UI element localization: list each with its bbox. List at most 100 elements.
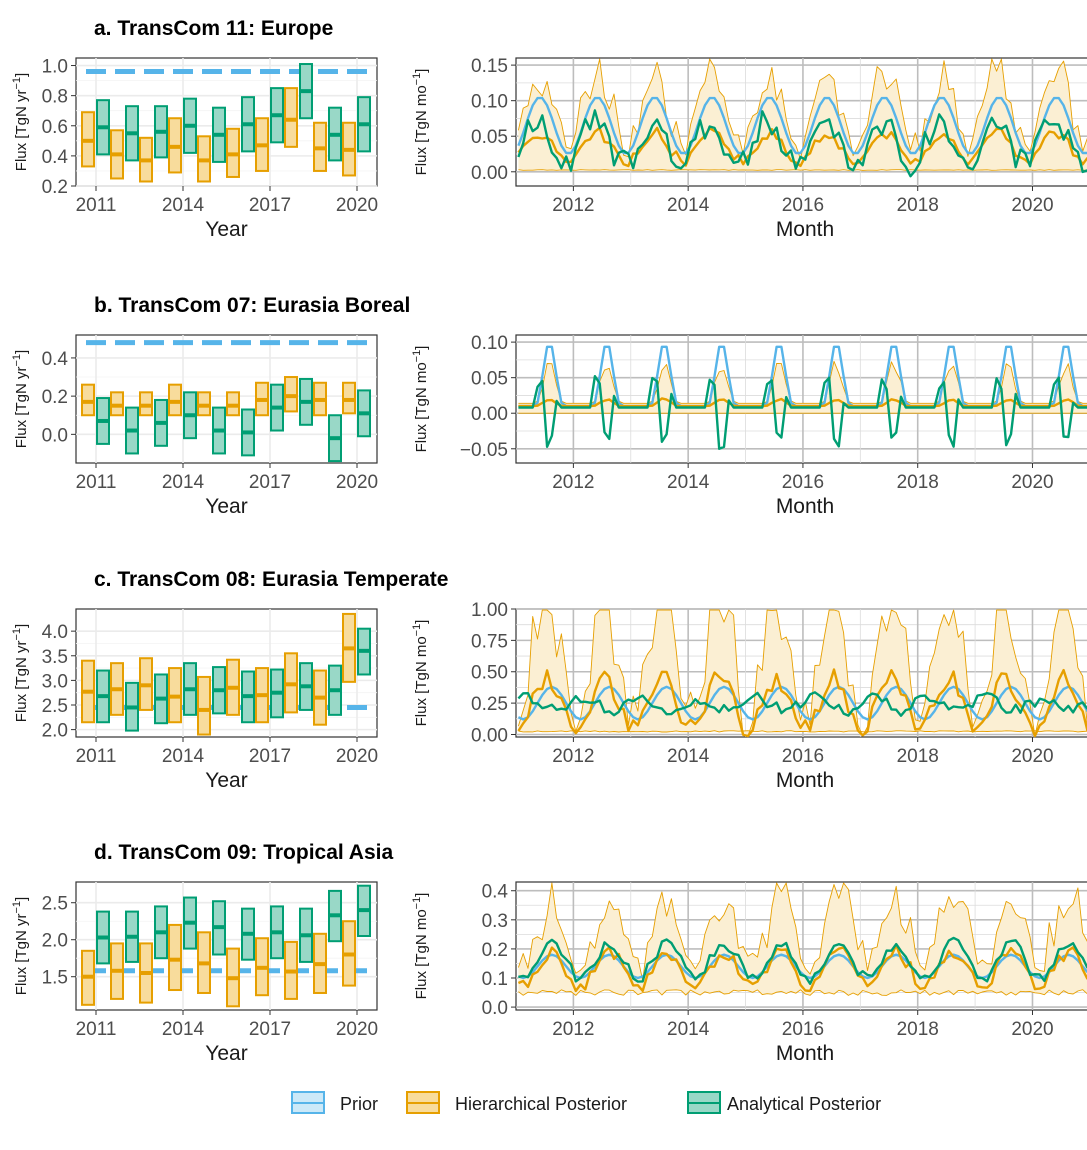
monthly-xtick-label: 2018 [897, 195, 939, 216]
annual-xtick-label: 2011 [76, 472, 117, 493]
annual-xtick-label: 2017 [249, 1019, 291, 1040]
annual-ytick-label: 0.6 [42, 117, 68, 138]
annual-plot: 0.0 0.2 0.4 2011 2014 2017 2020 Year Flux [TgN y… [11, 334, 378, 518]
hier-mean-line [517, 943, 1087, 993]
monthly-plot: 0.00 0.25 0.50 0.75 1.00 2012 2014 2016 2018 2020… [411, 600, 1087, 792]
annual-ytick-label: 0.4 [42, 147, 69, 168]
annual-plot: 0.2 0.4 0.6 0.8 1.0 2011 2014 2017 2020 Year Flux … [11, 57, 378, 241]
hier-interval-band [518, 59, 1087, 171]
hier-lower-line [518, 169, 1087, 171]
hier-mean-line [517, 668, 1087, 738]
anal-mean-line [517, 109, 1087, 178]
hier-interval-band [518, 883, 1087, 996]
monthly-ytick-label: 0.00 [471, 404, 508, 425]
annual-xtick-label: 2014 [162, 195, 205, 216]
anal-mean-line [518, 936, 1087, 985]
anal-mean-line [518, 375, 1087, 450]
annual-xtick-label: 2020 [336, 195, 378, 216]
monthly-y-axis-title: Flux [TgN mo−1] [411, 69, 430, 176]
monthly-ytick-label: 0.25 [471, 694, 508, 715]
hier-box [197, 675, 211, 736]
panel-c: c. TransCom 08: Eurasia Temperate 2.0 2.5 3… [11, 568, 1087, 792]
annual-y-axis-title: Flux [TgN yr−1] [11, 350, 30, 448]
monthly-ytick-label: 0.75 [471, 631, 508, 652]
monthly-ytick-label: 0.0 [482, 998, 508, 1019]
monthly-xtick-label: 2020 [1011, 746, 1053, 767]
annual-y-axis-title: Flux [TgN yr−1] [11, 624, 30, 722]
monthly-x-axis-title: Month [776, 218, 834, 241]
annual-ytick-label: 0.8 [42, 87, 68, 108]
monthly-xtick-label: 2012 [552, 1019, 594, 1040]
anal-mean-line [517, 691, 1087, 717]
annual-ytick-label: 2.0 [42, 721, 68, 742]
monthly-ytick-label: 0.10 [471, 92, 508, 113]
annual-xtick-label: 2020 [336, 1019, 378, 1040]
panel-title: d. TransCom 09: Tropical Asia [94, 841, 393, 864]
monthly-xtick-label: 2016 [782, 746, 824, 767]
annual-ytick-label: 0.0 [42, 425, 68, 446]
monthly-xtick-label: 2016 [782, 472, 824, 493]
monthly-y-axis-title: Flux [TgN mo−1] [411, 893, 430, 1000]
monthly-xtick-label: 2014 [667, 746, 710, 767]
monthly-xtick-label: 2020 [1011, 1019, 1053, 1040]
prior-line [517, 685, 1087, 721]
annual-ytick-label: 3.0 [42, 671, 68, 692]
annual-ytick-label: 0.4 [42, 349, 69, 370]
monthly-plot: −0.05 0.00 0.05 0.10 2012 2014 2016 2018 2020 Mon… [411, 333, 1087, 518]
annual-xtick-label: 2017 [249, 472, 291, 493]
monthly-ytick-label: 0.00 [471, 163, 508, 184]
monthly-xtick-label: 2012 [552, 472, 594, 493]
monthly-xtick-label: 2018 [897, 1019, 939, 1040]
monthly-plot: 0.0 0.1 0.2 0.3 0.4 2012 2014 2016 2018 2020 Month… [411, 881, 1087, 1065]
monthly-xtick-label: 2016 [782, 195, 824, 216]
annual-x-axis-title: Year [205, 495, 247, 518]
monthly-ytick-label: 0.00 [471, 725, 508, 746]
monthly-xtick-label: 2018 [897, 472, 939, 493]
monthly-y-axis-title: Flux [TgN mo−1] [411, 620, 430, 727]
panel-a: a. TransCom 11: Europe 0.2 0.4 0.6 0.8 1.0 201… [11, 17, 1087, 241]
hier-upper-line [517, 882, 1087, 982]
annual-plot: 2.0 2.5 3.0 3.5 4.0 2011 2014 2017 2020 Year Flux … [11, 608, 378, 792]
legend-label-hier: Hierarchical Posterior [455, 1094, 627, 1114]
monthly-xtick-label: 2012 [552, 195, 594, 216]
annual-x-axis-title: Year [205, 769, 247, 792]
monthly-x-axis-title: Month [776, 769, 834, 792]
annual-ytick-label: 2.5 [42, 696, 68, 717]
hier-mean-line [517, 126, 1087, 168]
annual-plot: 1.5 2.0 2.5 2011 2014 2017 2020 Year Flux [TgN y… [11, 881, 378, 1065]
legend-label-anal: Analytical Posterior [727, 1094, 881, 1114]
monthly-ytick-label: 1.00 [471, 600, 508, 621]
legend: Prior Hierarchical Posterior Analytical Po… [291, 1091, 881, 1114]
annual-xtick-label: 2014 [162, 1019, 205, 1040]
legend-label-prior: Prior [340, 1094, 378, 1114]
panel-b: b. TransCom 07: Eurasia Boreal 0.0 0.2 0.4 2… [11, 294, 1087, 518]
annual-ytick-label: 4.0 [42, 622, 68, 643]
monthly-ytick-label: 0.05 [471, 127, 508, 148]
monthly-x-axis-title: Month [776, 1042, 834, 1065]
annual-xtick-label: 2014 [162, 472, 205, 493]
panel-d: d. TransCom 09: Tropical Asia 1.5 2.0 2.5 20… [11, 841, 1087, 1065]
annual-x-axis-title: Year [205, 218, 247, 241]
monthly-x-axis-title: Month [776, 495, 834, 518]
monthly-ytick-label: 0.50 [471, 663, 508, 684]
monthly-ytick-label: 0.3 [482, 911, 508, 932]
monthly-xtick-label: 2020 [1011, 472, 1053, 493]
hier-box [168, 923, 182, 992]
monthly-ytick-label: 0.05 [471, 369, 508, 390]
hier-upper-line [517, 609, 1087, 737]
annual-ytick-label: 3.5 [42, 647, 68, 668]
annual-xtick-label: 2011 [76, 746, 117, 767]
annual-xtick-label: 2017 [249, 195, 291, 216]
annual-y-axis-title: Flux [TgN yr−1] [11, 897, 30, 995]
monthly-ytick-label: 0.15 [471, 56, 508, 77]
monthly-xtick-label: 2016 [782, 1019, 824, 1040]
monthly-ytick-label: 0.1 [482, 969, 508, 990]
annual-ytick-label: 2.0 [42, 931, 68, 952]
annual-y-axis-title: Flux [TgN yr−1] [11, 73, 30, 171]
monthly-ytick-label: 0.4 [482, 882, 509, 903]
panel-title: a. TransCom 11: Europe [94, 17, 333, 40]
hier-lower-line [518, 989, 1087, 996]
annual-ytick-label: 2.5 [42, 894, 68, 915]
panel-title: b. TransCom 07: Eurasia Boreal [94, 294, 410, 317]
